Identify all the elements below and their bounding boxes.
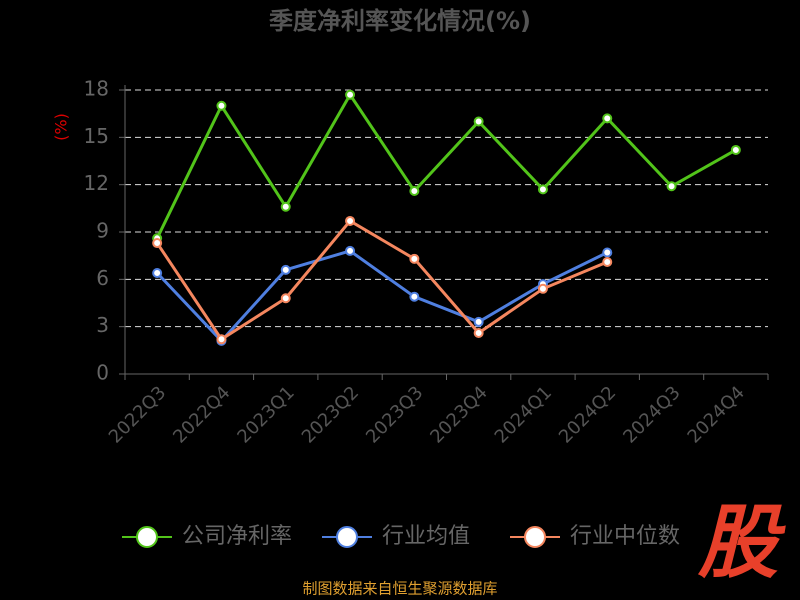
data-point [409, 253, 420, 264]
data-point [730, 144, 741, 155]
y-tick-label: 3 [96, 313, 109, 337]
y-tick-label: 6 [96, 266, 109, 290]
y-tick-label: 15 [84, 124, 109, 148]
legend-marker [136, 526, 158, 548]
logo: 股 [697, 496, 786, 589]
data-point [280, 293, 291, 304]
legend-label: 行业均值 [382, 524, 470, 549]
data-point [537, 184, 548, 195]
source-note: 制图数据来自恒生聚源数据库 [302, 580, 497, 598]
data-point [409, 291, 420, 302]
y-axis-label: (%) [52, 113, 71, 141]
data-point [216, 334, 227, 345]
series-line [155, 219, 608, 342]
series-line [156, 249, 608, 344]
data-point [602, 256, 613, 267]
data-point [152, 268, 163, 279]
data-point [345, 89, 356, 100]
data-point [602, 247, 613, 258]
data-point [409, 185, 420, 196]
data-point [473, 327, 484, 338]
legend-label: 行业中位数 [570, 524, 680, 549]
data-point [666, 181, 677, 192]
data-point [280, 264, 291, 275]
y-tick-label: 12 [84, 171, 109, 195]
data-point [537, 283, 548, 294]
series-line [155, 91, 737, 239]
data-point [345, 245, 356, 256]
data-point [345, 215, 356, 226]
data-point [216, 100, 227, 111]
y-tick-label: 18 [84, 77, 109, 101]
data-point [473, 116, 484, 127]
y-tick-label: 0 [96, 361, 109, 385]
legend-label: 公司净利率 [182, 524, 292, 549]
y-tick-label: 9 [96, 219, 109, 243]
legend-marker [524, 526, 546, 548]
data-point [602, 113, 613, 124]
chart-title: 季度净利率变化情况(%) [269, 7, 531, 35]
data-point [280, 201, 291, 212]
data-point [152, 238, 163, 249]
data-point [473, 316, 484, 327]
legend-marker [336, 526, 358, 548]
